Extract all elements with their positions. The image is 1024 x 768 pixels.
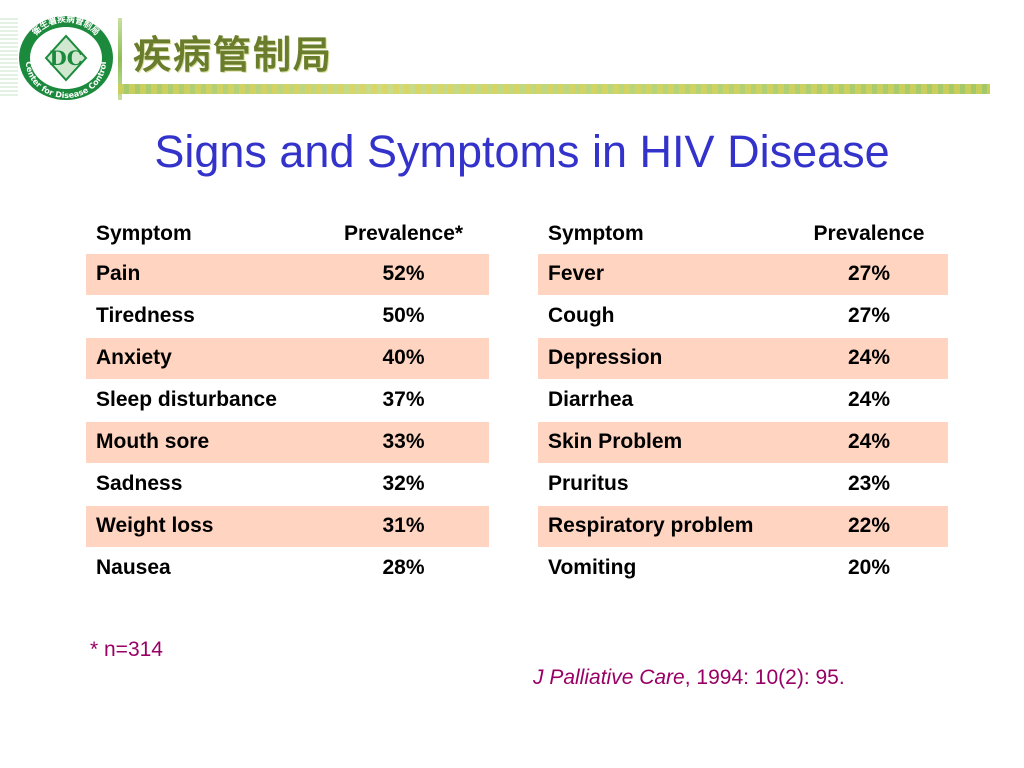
prevalence-cell: 28%	[318, 547, 489, 590]
table-header-row: Symptom Prevalence	[538, 214, 948, 254]
table-row: Skin Problem 24%	[538, 421, 948, 464]
table-row: Diarrhea 24%	[538, 379, 948, 422]
symptom-cell: Skin Problem	[538, 421, 790, 464]
prevalence-cell: 24%	[790, 379, 948, 422]
citation: J Palliative Care, 1994: 10(2): 95.	[533, 666, 845, 690]
prevalence-cell: 32%	[318, 463, 489, 506]
symptom-cell: Diarrhea	[538, 379, 790, 422]
prevalence-cell: 27%	[790, 254, 948, 296]
symptom-cell: Sadness	[86, 463, 318, 506]
table-row: Cough 27%	[538, 295, 948, 338]
table-row: Respiratory problem 22%	[538, 505, 948, 548]
table-row: Nausea 28%	[86, 547, 489, 590]
column-header-prevalence: Prevalence	[813, 222, 925, 245]
symptom-cell: Tiredness	[86, 295, 318, 338]
table-row: Anxiety 40%	[86, 337, 489, 380]
symptom-cell: Vomiting	[538, 547, 790, 590]
symptom-table-right: Symptom Prevalence Fever 27% Cough 27% Dep…	[538, 214, 948, 590]
prevalence-cell: 22%	[790, 505, 948, 548]
logo-monogram: DC	[49, 46, 82, 70]
symptom-cell: Pain	[86, 254, 318, 296]
prevalence-cell: 24%	[790, 337, 948, 380]
prevalence-cell: 31%	[318, 505, 489, 548]
table-row: Mouth sore 33%	[86, 421, 489, 464]
symptom-cell: Sleep disturbance	[86, 379, 318, 422]
symptom-cell: Cough	[538, 295, 790, 338]
header-band	[118, 84, 990, 94]
symptom-cell: Nausea	[86, 547, 318, 590]
agency-name: 疾病管制局	[133, 32, 334, 77]
table-row: Sleep disturbance 37%	[86, 379, 489, 422]
prevalence-cell: 40%	[318, 337, 489, 380]
symptom-cell: Anxiety	[86, 337, 318, 380]
prevalence-cell: 37%	[318, 379, 489, 422]
symptom-cell: Pruritus	[538, 463, 790, 506]
prevalence-cell: 27%	[790, 295, 948, 338]
prevalence-cell: 50%	[318, 295, 489, 338]
symptom-cell: Fever	[538, 254, 790, 296]
symptom-table-left: Symptom Prevalence* Pain 52% Tiredness 50%…	[86, 214, 489, 590]
page-title: Signs and Symptoms in HIV Disease	[154, 126, 890, 177]
column-header-symptom: Symptom	[96, 222, 192, 245]
table-header-row: Symptom Prevalence*	[86, 214, 489, 254]
table-row: Vomiting 20%	[538, 547, 948, 590]
symptom-cell: Mouth sore	[86, 421, 318, 464]
table-row: Pain 52%	[86, 254, 489, 296]
symptom-cell: Depression	[538, 337, 790, 380]
prevalence-cell: 23%	[790, 463, 948, 506]
header-decor-strip	[0, 16, 18, 96]
symptom-cell: Weight loss	[86, 505, 318, 548]
prevalence-cell: 20%	[790, 547, 948, 590]
table-row: Weight loss 31%	[86, 505, 489, 548]
citation-journal: J Palliative Care	[533, 666, 685, 689]
sample-size-footnote: * n=314	[90, 638, 163, 661]
prevalence-cell: 24%	[790, 421, 948, 464]
citation-details: , 1994: 10(2): 95.	[684, 666, 845, 689]
symptom-cell: Respiratory problem	[538, 505, 790, 548]
table-row: Depression 24%	[538, 337, 948, 380]
column-header-prevalence: Prevalence*	[343, 222, 464, 245]
cdc-logo: 衛生署疾病管制局 Center for Disease Control DC	[19, 14, 113, 100]
column-header-symptom: Symptom	[548, 222, 644, 245]
prevalence-cell: 52%	[318, 254, 489, 296]
table-row: Pruritus 23%	[538, 463, 948, 506]
table-row: Fever 27%	[538, 254, 948, 296]
table-row: Sadness 32%	[86, 463, 489, 506]
prevalence-cell: 33%	[318, 421, 489, 464]
table-row: Tiredness 50%	[86, 295, 489, 338]
header-divider	[118, 18, 122, 100]
